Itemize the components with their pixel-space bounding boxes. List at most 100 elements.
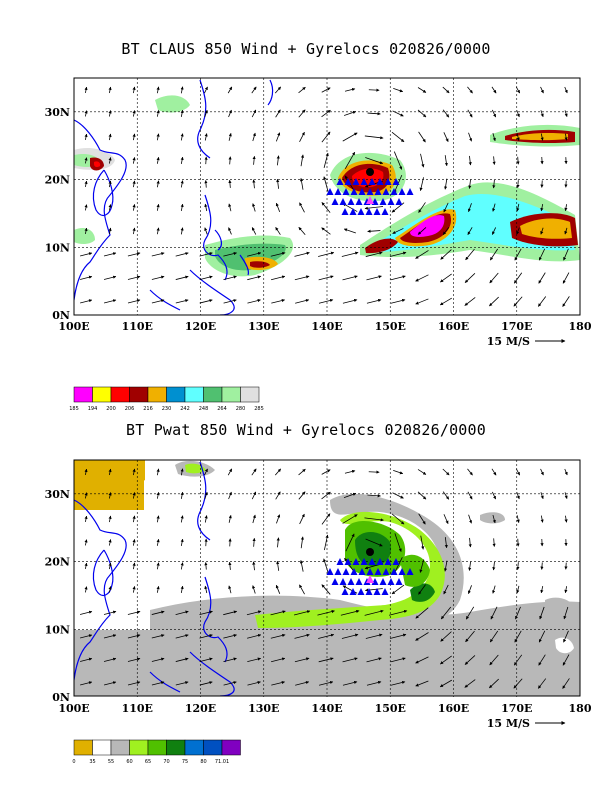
wind-vector <box>562 272 570 284</box>
wind-vector <box>323 152 329 168</box>
wind-vector <box>323 176 329 192</box>
wind-vector <box>247 633 262 639</box>
lon-tick-label: 130E <box>248 320 279 333</box>
wind-vector <box>364 609 384 616</box>
wind-vector <box>84 86 88 93</box>
legend-label: 194 <box>88 406 98 412</box>
wind-vector <box>516 203 520 212</box>
wind-vector <box>151 275 165 280</box>
wind-vector <box>132 133 136 141</box>
wind-vector <box>367 112 381 116</box>
wind-vector <box>516 515 520 523</box>
wind-vector <box>393 87 404 93</box>
legend-label: 65 <box>145 759 151 765</box>
wind-vector <box>344 151 356 170</box>
wind-vector <box>344 110 357 116</box>
wind-vector <box>318 251 335 257</box>
wind-vector <box>564 492 568 499</box>
lon-tick-label: 150E <box>375 320 406 333</box>
wind-vector <box>228 109 232 118</box>
wind-vector <box>564 204 568 212</box>
wind-vector <box>156 203 160 211</box>
wind-vector <box>103 275 117 280</box>
wind-vector <box>228 514 232 523</box>
wind-vector <box>440 655 452 665</box>
gyre-marker <box>336 178 344 185</box>
wind-vector <box>276 560 280 571</box>
legend-label: 264 <box>217 406 227 412</box>
wind-vector <box>513 272 523 284</box>
gyre-marker <box>406 568 414 575</box>
wind-vector <box>180 203 184 211</box>
wind-vector <box>108 204 112 211</box>
wind-vector <box>298 109 306 118</box>
wind-vector <box>465 630 475 643</box>
gyre-marker <box>352 178 360 185</box>
wind-vector <box>444 155 448 167</box>
wind-vector <box>465 248 475 261</box>
wind-vector <box>540 203 544 212</box>
wind-vector <box>175 634 189 639</box>
wind-vector <box>540 133 544 141</box>
wind-vector <box>443 584 449 595</box>
wind-vector <box>465 606 475 620</box>
gyre-marker <box>344 178 352 185</box>
wind-vector <box>175 275 189 280</box>
wind-vector <box>251 227 257 235</box>
wind-vector <box>318 275 334 281</box>
lon-tick-label: 100E <box>58 702 89 715</box>
wind-vector <box>342 298 358 304</box>
gyre-marker <box>381 588 389 595</box>
wind-vector <box>344 87 356 92</box>
wind-vector <box>489 654 499 666</box>
wind-vector <box>321 491 331 500</box>
lat-tick-label: 0N <box>52 691 70 704</box>
wind-vector <box>108 492 112 499</box>
wind-vector <box>492 585 496 594</box>
wind-vector <box>540 468 544 476</box>
wind-vector <box>132 110 136 117</box>
wind-vector <box>468 155 472 166</box>
gyre-marker <box>368 558 376 565</box>
wind-vector <box>108 468 112 476</box>
wind-vector <box>108 86 112 94</box>
wind-vector <box>84 515 88 523</box>
wind-vector <box>443 202 449 213</box>
wind-vector <box>343 228 356 234</box>
wind-vector <box>108 539 112 546</box>
wind-vector <box>321 227 331 235</box>
wind-vector <box>415 298 429 305</box>
wind-vector <box>108 180 112 188</box>
wind-vector <box>514 248 522 261</box>
wind-vector <box>564 515 568 523</box>
wind-vector <box>275 491 281 500</box>
gyre-marker <box>373 208 381 215</box>
wind-vector <box>103 252 117 257</box>
gyre-marker <box>365 208 373 215</box>
wind-vector <box>228 156 232 165</box>
wind-vector <box>132 586 136 593</box>
wind-vector <box>180 109 184 117</box>
wind-vector <box>440 631 452 642</box>
panel-1-title: BT CLAUS 850 Wind + Gyrelocs 020826/0000 <box>121 40 491 58</box>
wind-vector <box>393 151 403 170</box>
lon-tick-label: 120E <box>185 702 216 715</box>
wind-vector <box>151 681 165 686</box>
wind-vector <box>228 491 232 500</box>
legend-swatch <box>129 739 149 756</box>
wind-vector <box>323 534 329 551</box>
wind-vector <box>180 227 184 235</box>
wind-vector <box>199 610 213 616</box>
wind-vector <box>513 654 523 666</box>
wind-vector <box>392 492 404 499</box>
wind-vector <box>228 132 232 141</box>
wind-vector <box>391 513 405 525</box>
lat-tick-label: 20N <box>45 174 70 187</box>
wind-vector <box>103 634 117 639</box>
wind-vector <box>132 515 136 523</box>
wind-vector <box>299 178 304 190</box>
wind-vector <box>156 156 160 164</box>
wind-vector <box>417 109 427 118</box>
wind-vector <box>442 86 450 94</box>
gyre-marker <box>357 208 365 215</box>
